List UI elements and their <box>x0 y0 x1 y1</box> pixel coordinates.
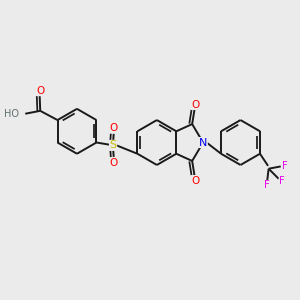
Text: S: S <box>110 140 117 150</box>
Text: O: O <box>191 176 199 185</box>
Text: O: O <box>110 122 118 133</box>
Text: O: O <box>191 100 199 110</box>
Text: O: O <box>36 86 45 96</box>
Text: F: F <box>279 176 285 186</box>
Text: F: F <box>282 161 287 171</box>
Text: F: F <box>264 180 270 190</box>
Text: O: O <box>110 158 118 168</box>
Text: HO: HO <box>4 109 19 119</box>
Text: N: N <box>199 137 207 148</box>
